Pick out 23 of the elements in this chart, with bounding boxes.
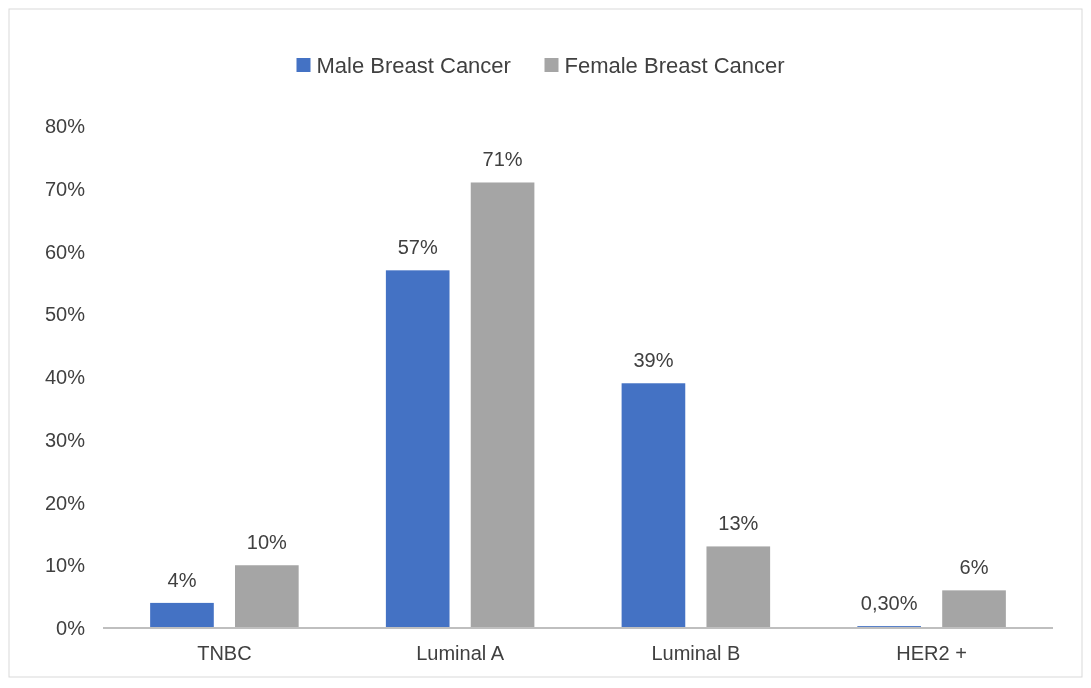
y-tick-label: 50% [44,303,86,326]
legend-label: Female Breast Cancer [564,52,785,78]
data-label: 39% [633,349,674,372]
y-tick-label: 80% [44,115,86,137]
y-tick-label: 0% [56,617,86,639]
data-label: 13% [718,512,759,535]
x-tick-label: HER2 + [896,642,967,664]
y-tick-label: 30% [44,428,86,451]
x-tick-label: TNBC [197,642,252,664]
y-tick-label: 70% [44,177,86,200]
legend-label: Male Breast Cancer [316,52,511,78]
data-label: 0,30% [860,592,918,615]
x-tick-label: Luminal B [651,642,741,664]
y-tick-label: 40% [44,366,86,388]
data-label: 4% [167,568,197,591]
y-tick-label: 20% [44,491,86,514]
x-tick-label: Luminal A [416,642,505,664]
data-label: 10% [246,531,288,554]
y-tick-label: 10% [44,554,86,577]
data-label: 71% [482,148,523,171]
data-label: 57% [397,236,438,259]
data-label: 6% [959,556,989,579]
y-tick-label: 60% [44,240,86,263]
